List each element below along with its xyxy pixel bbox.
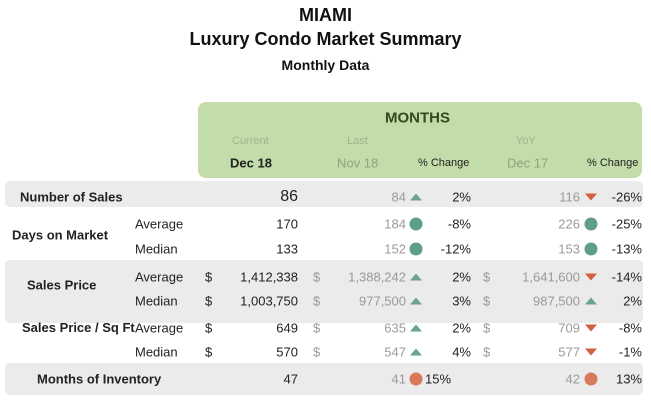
last-pct-change: 15% [425,371,452,387]
row-sub-label: Average [135,216,184,232]
last-pct-change: -8% [447,216,471,232]
months-heading: MONTHS [385,109,450,127]
yoy-value: 577 [558,344,580,360]
currency-symbol: $ [483,293,491,309]
yoy-change-header: % Change [587,157,639,169]
last-pct-change: 2% [452,269,471,285]
yoy-value: 987,500 [533,293,580,309]
currency-symbol: $ [313,293,321,309]
current-value: 170 [276,216,298,232]
circle-orange-icon [409,372,423,386]
yoy-pct-change: -14% [611,269,642,285]
yoy-pct-change: 13% [615,371,642,387]
yoy-value: 1,641,600 [522,269,580,285]
last-label: Last [347,135,368,147]
last-value: 152 [384,241,406,257]
band-months-of-inventory [5,363,643,395]
last-value: 184 [384,216,406,232]
report-subtitle: Monthly Data [281,57,370,73]
yoy-pct-change: -8% [618,320,642,336]
band-sales-price [5,260,643,323]
yoy-value: 709 [558,320,580,336]
current-value: 86 [280,188,298,205]
triangle-up-icon [410,297,422,305]
currency-symbol: $ [483,269,491,285]
last-value: 84 [391,189,406,205]
triangle-down-icon [585,273,597,281]
last-value: 1,388,242 [348,269,406,285]
yoy-pct-change: -25% [611,216,642,232]
yoy-pct-change: -26% [611,189,642,205]
last-value: 635 [384,320,406,336]
currency-symbol: $ [205,269,213,285]
yoy-label: YoY [516,135,536,147]
triangle-down-icon [585,324,597,332]
currency-symbol: $ [205,293,213,309]
last-pct-change: 4% [452,344,471,360]
row-sub-label: Average [135,320,184,336]
report-title: Luxury Condo Market Summary [189,29,462,49]
row-sub-label: Median [135,344,178,360]
last-pct-change: 2% [452,320,471,336]
current-value: 1,003,750 [240,293,298,309]
yoy-pct-change: -13% [611,241,642,257]
current-value: 649 [276,320,298,336]
yoy-month: Dec 17 [507,155,549,171]
yoy-value: 153 [558,241,580,257]
band-number-of-sales [5,181,643,207]
row-sub-label: Median [135,241,178,257]
row-sub-label: Median [135,293,178,309]
circle-green-icon [409,217,423,231]
currency-symbol: $ [483,320,491,336]
current-label: Current [232,135,269,147]
yoy-pct-change: -1% [618,344,642,360]
row-group-label: Days on Market [12,227,109,243]
circle-green-icon [584,242,598,256]
current-value: 133 [276,241,298,257]
row-group-label: Sales Price [27,277,97,293]
triangle-up-icon [410,193,422,201]
last-value: 547 [384,344,406,360]
last-value: 41 [391,371,406,387]
last-value: 977,500 [359,293,406,309]
current-value: 1,412,338 [240,269,298,285]
currency-symbol: $ [313,344,321,360]
triangle-up-icon [410,273,422,281]
triangle-up-icon [410,348,422,356]
current-month: Dec 18 [230,155,272,171]
current-value: 570 [276,344,298,360]
yoy-pct-change: 2% [623,293,642,309]
currency-symbol: $ [483,344,491,360]
city-title: MIAMI [299,5,352,25]
last-pct-change: 3% [452,293,471,309]
row-group-label: Sales Price / Sq Ft [22,320,135,335]
currency-symbol: $ [313,320,321,336]
row-group-label: Number of Sales [20,189,123,205]
row-sub-label: Average [135,269,184,285]
row-group-label: Months of Inventory [37,371,162,387]
triangle-up-icon [410,324,422,332]
triangle-down-icon [585,193,597,201]
circle-orange-icon [584,372,598,386]
yoy-value: 226 [558,216,580,232]
currency-symbol: $ [313,269,321,285]
yoy-value: 42 [565,371,580,387]
circle-green-icon [584,217,598,231]
circle-green-icon [409,242,423,256]
current-value: 47 [283,371,298,387]
months-header [198,102,642,178]
currency-symbol: $ [205,320,213,336]
triangle-up-icon [585,297,597,305]
last-change-header: % Change [418,157,470,169]
last-pct-change: -12% [440,241,471,257]
triangle-down-icon [585,348,597,356]
last-pct-change: 2% [452,189,471,205]
yoy-value: 116 [559,189,580,205]
currency-symbol: $ [205,344,213,360]
last-month: Nov 18 [337,155,379,171]
